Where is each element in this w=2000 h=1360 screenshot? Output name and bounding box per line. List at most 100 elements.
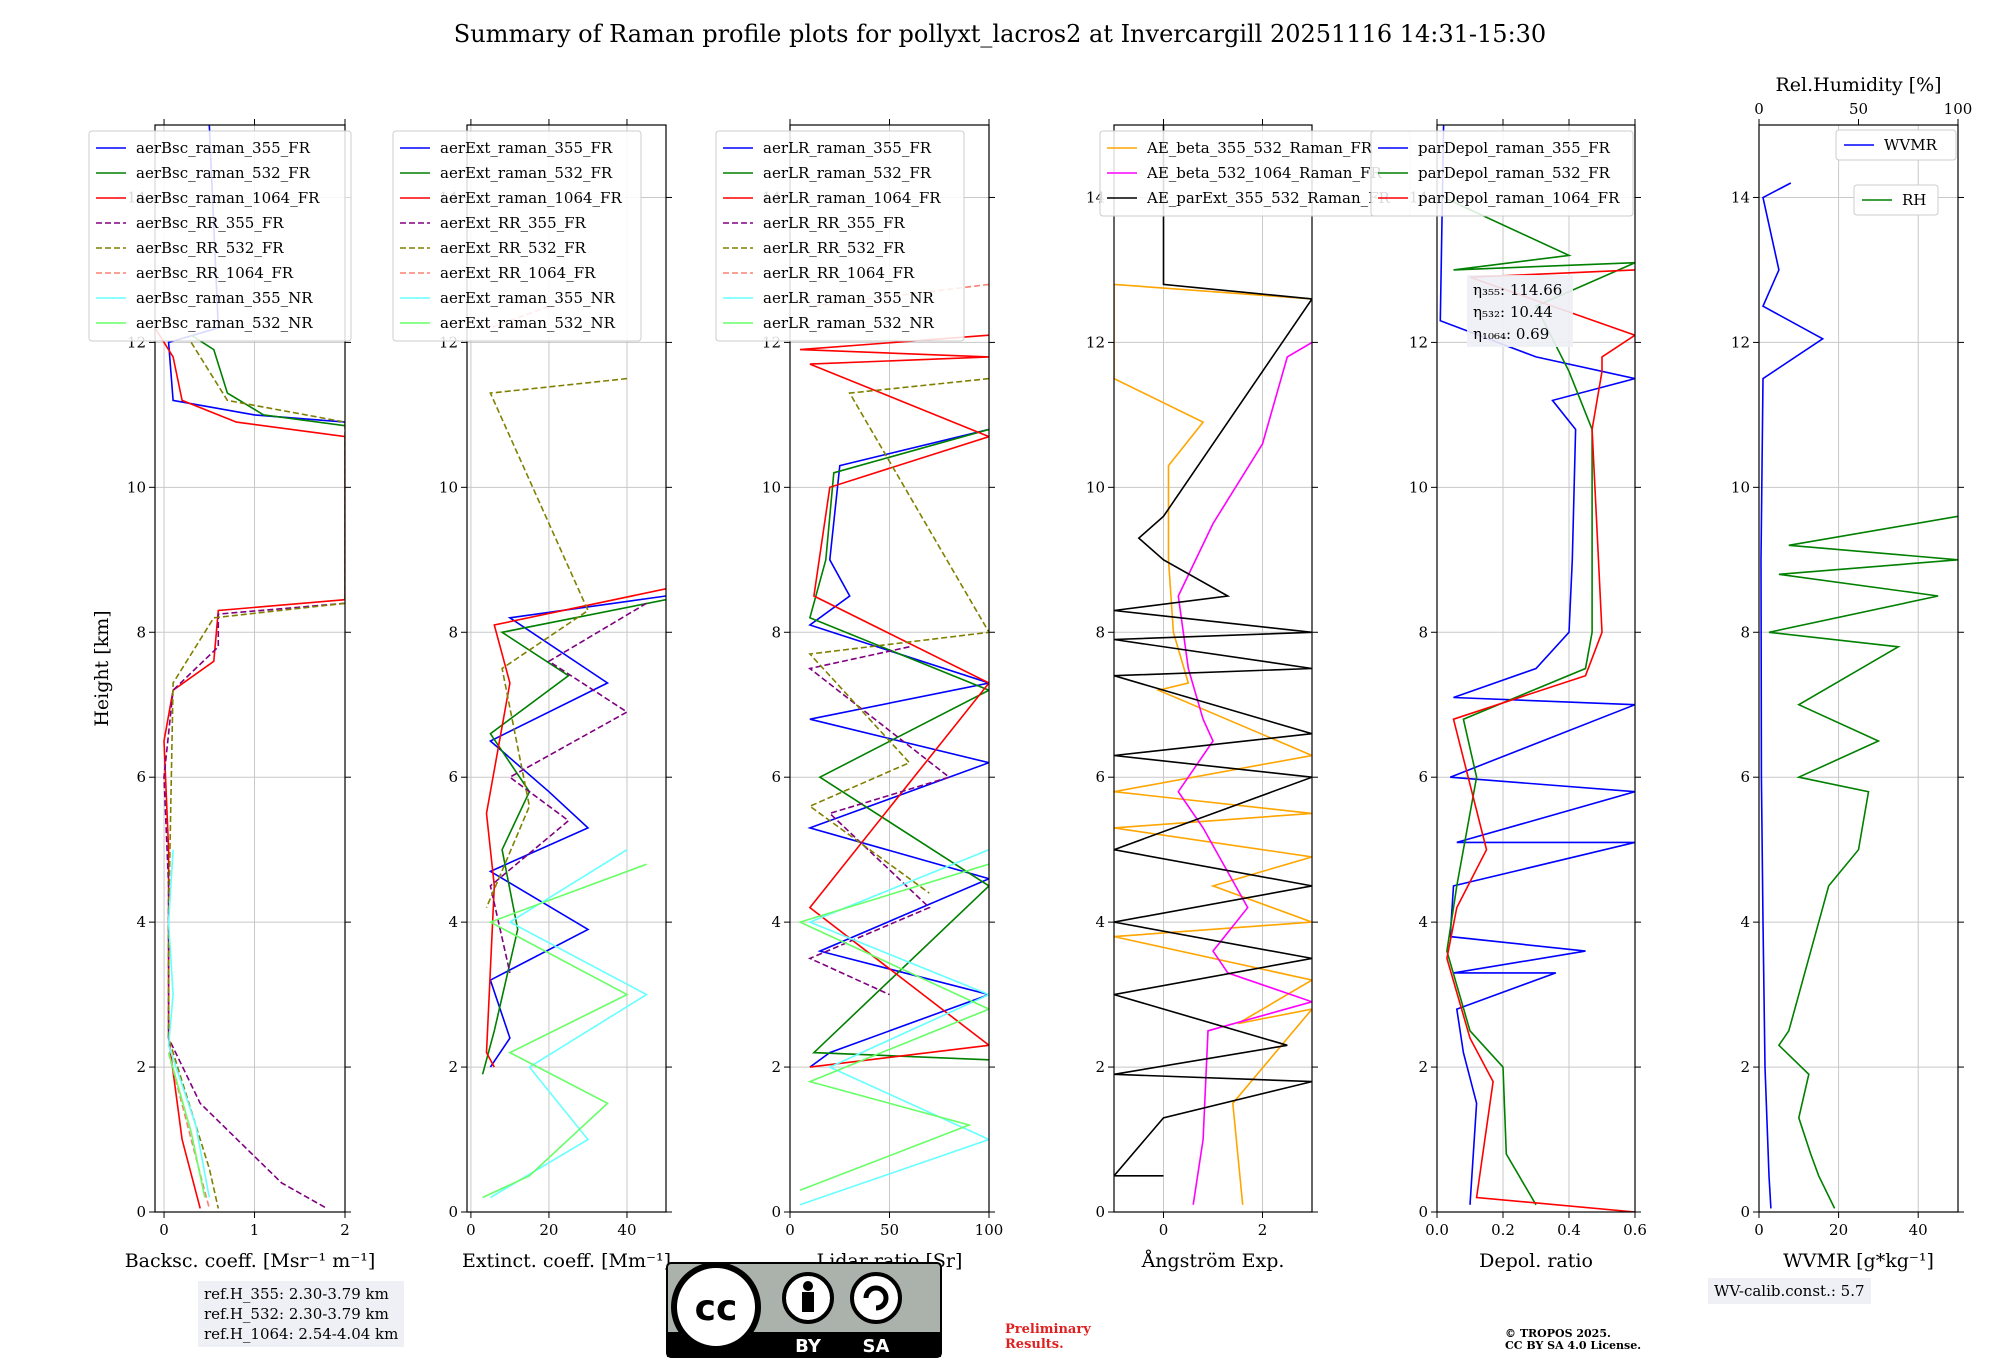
- depol-legend-box: [1370, 130, 1634, 217]
- bsc-legend-label: aerBsc_RR_355_FR: [136, 214, 284, 232]
- figure-title: Summary of Raman profile plots for polly…: [453, 20, 1547, 48]
- lr-ytick-label: 2: [771, 1058, 781, 1076]
- bsc-ytick-label: 0: [136, 1203, 146, 1221]
- depol-series-line: [1446, 269, 1635, 1212]
- ext-legend-label: aerExt_RR_532_FR: [440, 239, 587, 257]
- ae-ytick-label: 4: [1095, 913, 1105, 931]
- sa-label: SA: [863, 1336, 890, 1357]
- bsc-legend-label: aerBsc_RR_1064_FR: [136, 264, 294, 282]
- ext-series-line: [482, 863, 647, 1199]
- depol-ytick-label: 4: [1418, 913, 1428, 931]
- lr-series-line: [807, 646, 951, 996]
- wv-series-line: [1768, 515, 1958, 1209]
- by-label: BY: [795, 1336, 822, 1357]
- ext-axes-frame: [466, 124, 667, 1213]
- wv-top-xtick-label: 50: [1849, 100, 1868, 118]
- wv-xtick-label: 40: [1909, 1221, 1928, 1239]
- depol-ytick-label: 10: [1409, 478, 1428, 496]
- lr-series-line: [799, 334, 989, 1068]
- wv-ytick-label: 8: [1740, 623, 1750, 641]
- wv-axes-frame: [1758, 124, 1959, 1213]
- copyright-line-2: CC BY SA 4.0 License.: [1505, 1339, 1642, 1352]
- ref-height-box: ref.H_355: 2.30-3.79 km ref.H_532: 2.30-…: [198, 1281, 405, 1347]
- lr-ytick-label: 10: [762, 478, 781, 496]
- ext-ytick-label: 0: [448, 1203, 458, 1221]
- wv-top-axis-label: Rel.Humidity [%]: [1775, 74, 1941, 96]
- depol-xtick-label: 0.6: [1623, 1221, 1647, 1239]
- bsc-xlabel: Backsc. coeff. [Msr⁻¹ m⁻¹]: [125, 1250, 376, 1272]
- lr-xtick-label: 50: [880, 1221, 899, 1239]
- sa-icon-arrow: [863, 1285, 889, 1311]
- ext-series-line: [489, 849, 649, 1199]
- bsc-ytick-label: 10: [127, 478, 146, 496]
- ext-legend-label: aerExt_RR_1064_FR: [440, 264, 596, 282]
- lr-series-line: [808, 377, 989, 894]
- wv-ytick-label: 6: [1740, 768, 1750, 786]
- ae-series-line: [1114, 283, 1312, 1205]
- depol-ytick-label: 6: [1418, 768, 1428, 786]
- bsc-xtick-label: 0: [159, 1221, 169, 1239]
- wv-legend-label: RH: [1902, 191, 1926, 209]
- wv-ytick-label: 10: [1731, 478, 1750, 496]
- ext-xlabel: Extinct. coeff. [Mm⁻¹]: [462, 1250, 671, 1272]
- depol-xtick-label: 0.0: [1425, 1221, 1449, 1239]
- by-icon-body: [802, 1292, 814, 1312]
- wv-xlabel: WVMR [g*kg⁻¹]: [1783, 1250, 1934, 1272]
- wv-ytick-label: 4: [1740, 913, 1750, 931]
- cc-icon: [671, 1262, 761, 1352]
- bsc-series-line: [190, 334, 345, 427]
- depol-axes-frame: [1436, 124, 1636, 1213]
- depol-annotation-box: [1467, 275, 1573, 347]
- lr-series-line: [807, 428, 989, 1068]
- by-icon-head: [803, 1281, 813, 1291]
- copyright-note: © TROPOS 2025. CC BY SA 4.0 License.: [1505, 1328, 1641, 1352]
- ext-xtick-label: 40: [617, 1221, 636, 1239]
- bsc-ylabel: Height [km]: [91, 610, 113, 726]
- wv-ytick-label: 14: [1731, 188, 1750, 206]
- bsc-xtick-label: 1: [250, 1221, 260, 1239]
- lr-xtick-label: 0: [785, 1221, 795, 1239]
- ext-series-line: [489, 602, 647, 974]
- depol-legend-label: parDepol_raman_532_FR: [1418, 164, 1611, 182]
- ext-legend-label: aerExt_raman_1064_FR: [440, 189, 622, 207]
- bsc-xtick-label: 2: [340, 1221, 350, 1239]
- lr-legend-label: aerLR_raman_532_NR: [763, 314, 934, 332]
- ext-xtick-label: 20: [539, 1221, 558, 1239]
- ref-height-1064: ref.H_1064: 2.54-4.04 km: [204, 1325, 399, 1343]
- wv-ytick-label: 12: [1731, 333, 1750, 351]
- ext-series-line: [485, 588, 666, 1068]
- lr-legend-box: [715, 130, 965, 342]
- depol-series-line: [1439, 125, 1635, 1205]
- bsc-legend-label: aerBsc_RR_532_FR: [136, 239, 284, 257]
- bsc-legend-label: aerBsc_raman_1064_FR: [136, 189, 320, 207]
- cc-license-badge: cc BY SA: [666, 1262, 942, 1358]
- ae-ytick-label: 8: [1095, 623, 1105, 641]
- bsc-legend-box: [88, 130, 352, 342]
- lr-series-line: [808, 428, 989, 1061]
- preliminary-note: Preliminary Results.: [1005, 1322, 1091, 1352]
- ext-legend-label: aerExt_raman_532_FR: [440, 164, 613, 182]
- depol-legend-label: parDepol_raman_1064_FR: [1418, 189, 1620, 207]
- lr-legend-label: aerLR_raman_532_FR: [763, 164, 932, 182]
- bsc-axes-frame: [154, 124, 346, 1213]
- bsc-series-line: [155, 327, 345, 1209]
- ext-legend-label: aerExt_raman_355_NR: [440, 289, 616, 307]
- lr-series-line: [797, 863, 989, 1192]
- ae-xlabel: Ångström Exp.: [1141, 1250, 1285, 1272]
- wv-legend-box: [1835, 129, 1957, 161]
- depol-annotation-text: η₃₅₅: 114.66: [1473, 281, 1562, 299]
- depol-xtick-label: 0.2: [1491, 1221, 1515, 1239]
- lr-legend-label: aerLR_RR_355_FR: [763, 214, 905, 232]
- ae-legend-label: AE_parExt_355_532_Raman_FR: [1146, 189, 1391, 207]
- bsc-legend-label: aerBsc_raman_532_FR: [136, 164, 311, 182]
- copyright-line-1: © TROPOS 2025.: [1505, 1327, 1611, 1340]
- depol-ytick-label: 8: [1418, 623, 1428, 641]
- preliminary-line-2: Results.: [1005, 1337, 1064, 1352]
- ae-legend-label: AE_beta_532_1064_Raman_FR: [1146, 164, 1382, 182]
- bsc-ytick-label: 8: [136, 623, 146, 641]
- ext-series-line: [485, 377, 628, 908]
- bsc-legend-label: aerBsc_raman_355_FR: [136, 139, 311, 157]
- ae-axes-frame: [1113, 124, 1313, 1213]
- lr-legend-label: aerLR_raman_1064_FR: [763, 189, 941, 207]
